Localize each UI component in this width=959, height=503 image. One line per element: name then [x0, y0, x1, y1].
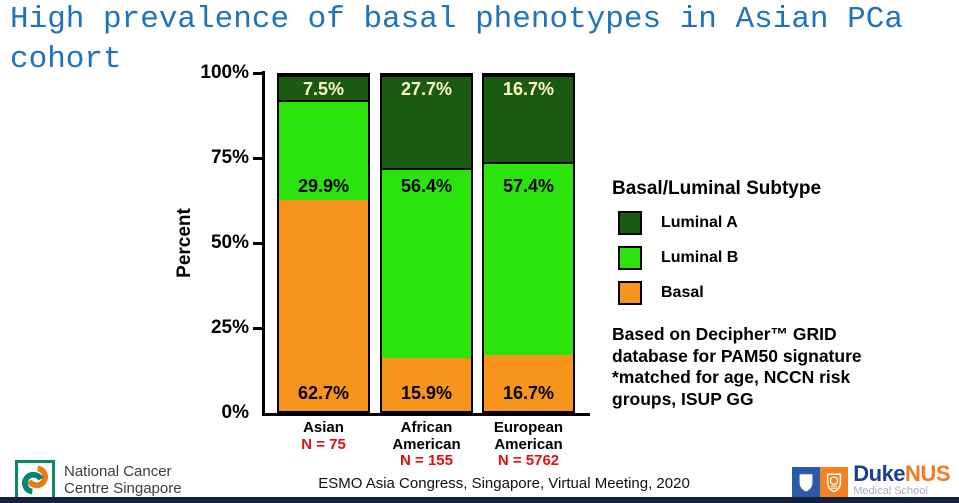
y-tick-label: 25%	[210, 317, 249, 338]
nus-text: NUS	[905, 461, 950, 486]
category-label: Asian N = 75	[254, 419, 394, 453]
duke-text: Duke	[853, 461, 906, 486]
nccs-swirl-icon	[15, 460, 55, 500]
legend-entry: Luminal A	[618, 211, 821, 235]
segment-value-label: 27.7%	[400, 79, 453, 99]
methodology-note: Based on Decipher™ GRID database for PAM5…	[612, 324, 862, 410]
nccs-logo: National Cancer Centre Singapore	[15, 460, 182, 500]
duke-shield-icon	[792, 467, 821, 497]
legend-swatch	[618, 211, 642, 235]
category-name-line: American	[494, 435, 563, 453]
segment-value-label: 7.5%	[302, 79, 345, 99]
note-line: Based on Decipher™ GRID	[612, 324, 837, 344]
y-tick-mark	[253, 71, 262, 75]
y-tick-mark	[253, 241, 262, 245]
legend-entry: Luminal B	[618, 246, 821, 270]
legend-swatch	[618, 281, 642, 305]
nccs-line1: National Cancer	[64, 463, 172, 480]
chart-legend: Basal/Luminal Subtype Luminal A Luminal B…	[612, 178, 821, 305]
sample-size-label: N = 75	[301, 435, 346, 453]
nccs-logo-text: National Cancer Centre Singapore	[64, 463, 182, 497]
bar-column: 16.7% 57.4% 16.7%	[482, 73, 575, 413]
bottom-accent-bar	[0, 497, 959, 503]
legend-entries: Luminal A Luminal B Basal	[612, 211, 821, 305]
segment-value-label: 16.7%	[502, 79, 555, 99]
y-axis-line	[262, 71, 265, 416]
plot-area: 0% 25% 50% 75% 100% 7.5% 29.9% 62.7% Asian N = 75…	[200, 62, 590, 469]
legend-title: Basal/Luminal Subtype	[612, 178, 822, 199]
nccs-line2: Centre Singapore	[64, 480, 182, 497]
category-name-line: Asian	[303, 419, 344, 436]
category-name-line: African	[400, 419, 453, 436]
bar-segment-basal	[382, 357, 471, 411]
dukenus-logo: DukeNUS Medical School	[792, 463, 950, 497]
bar-segment-luminal-b	[382, 168, 471, 358]
y-tick-mark	[253, 326, 262, 330]
bar-segment-luminal-b	[484, 162, 573, 355]
y-tick-mark	[253, 156, 262, 160]
category-name-line: European	[493, 419, 564, 436]
dukenus-wordmark: DukeNUS Medical School	[853, 463, 950, 497]
x-axis-line	[262, 413, 590, 416]
bar-segment-luminal-b	[279, 99, 368, 201]
segment-value-label: 15.9%	[400, 383, 453, 403]
bar-column: 7.5% 29.9% 62.7%	[277, 73, 370, 413]
y-tick-label: 100%	[200, 62, 249, 83]
segment-value-label: 56.4%	[400, 176, 453, 196]
y-tick-label: 50%	[210, 232, 249, 253]
segment-value-label: 57.4%	[502, 176, 555, 196]
medical-school-text: Medical School	[853, 485, 928, 497]
category-label: African American N = 155	[357, 419, 497, 470]
category-label: European American N = 5762	[459, 419, 599, 470]
slide-title: High prevalence of basal phenotypes in A…	[10, 2, 903, 77]
conference-citation: ESMO Asia Congress, Singapore, Virtual M…	[318, 475, 690, 492]
segment-value-label: 62.7%	[297, 383, 350, 403]
bar-segment-basal	[279, 200, 368, 411]
bar-column: 27.7% 56.4% 15.9%	[380, 73, 473, 413]
bar-segment-luminal-a	[279, 75, 368, 100]
y-tick-label: 75%	[210, 147, 249, 168]
y-tick-label: 0%	[221, 402, 249, 423]
bar-segment-luminal-a	[382, 75, 471, 169]
category-name-line: American	[392, 435, 461, 453]
segment-value-label: 16.7%	[502, 383, 555, 403]
legend-entry-label: Luminal B	[661, 249, 739, 266]
segment-value-label: 29.9%	[297, 176, 350, 196]
bar-segment-basal	[484, 354, 573, 411]
nus-shield-icon	[820, 467, 849, 497]
legend-entry-label: Basal	[661, 284, 704, 301]
note-line: *matched for age, NCCN risk	[612, 367, 851, 387]
legend-entry: Basal	[618, 281, 821, 305]
sample-size-label: N = 155	[400, 452, 453, 469]
sample-size-label: N = 5762	[497, 452, 560, 469]
bar-segment-luminal-a	[484, 75, 573, 163]
note-line: database for PAM50 signature	[612, 345, 862, 366]
note-line: groups, ISUP GG	[612, 388, 754, 409]
legend-swatch	[618, 246, 642, 270]
legend-entry-label: Luminal A	[661, 214, 738, 231]
